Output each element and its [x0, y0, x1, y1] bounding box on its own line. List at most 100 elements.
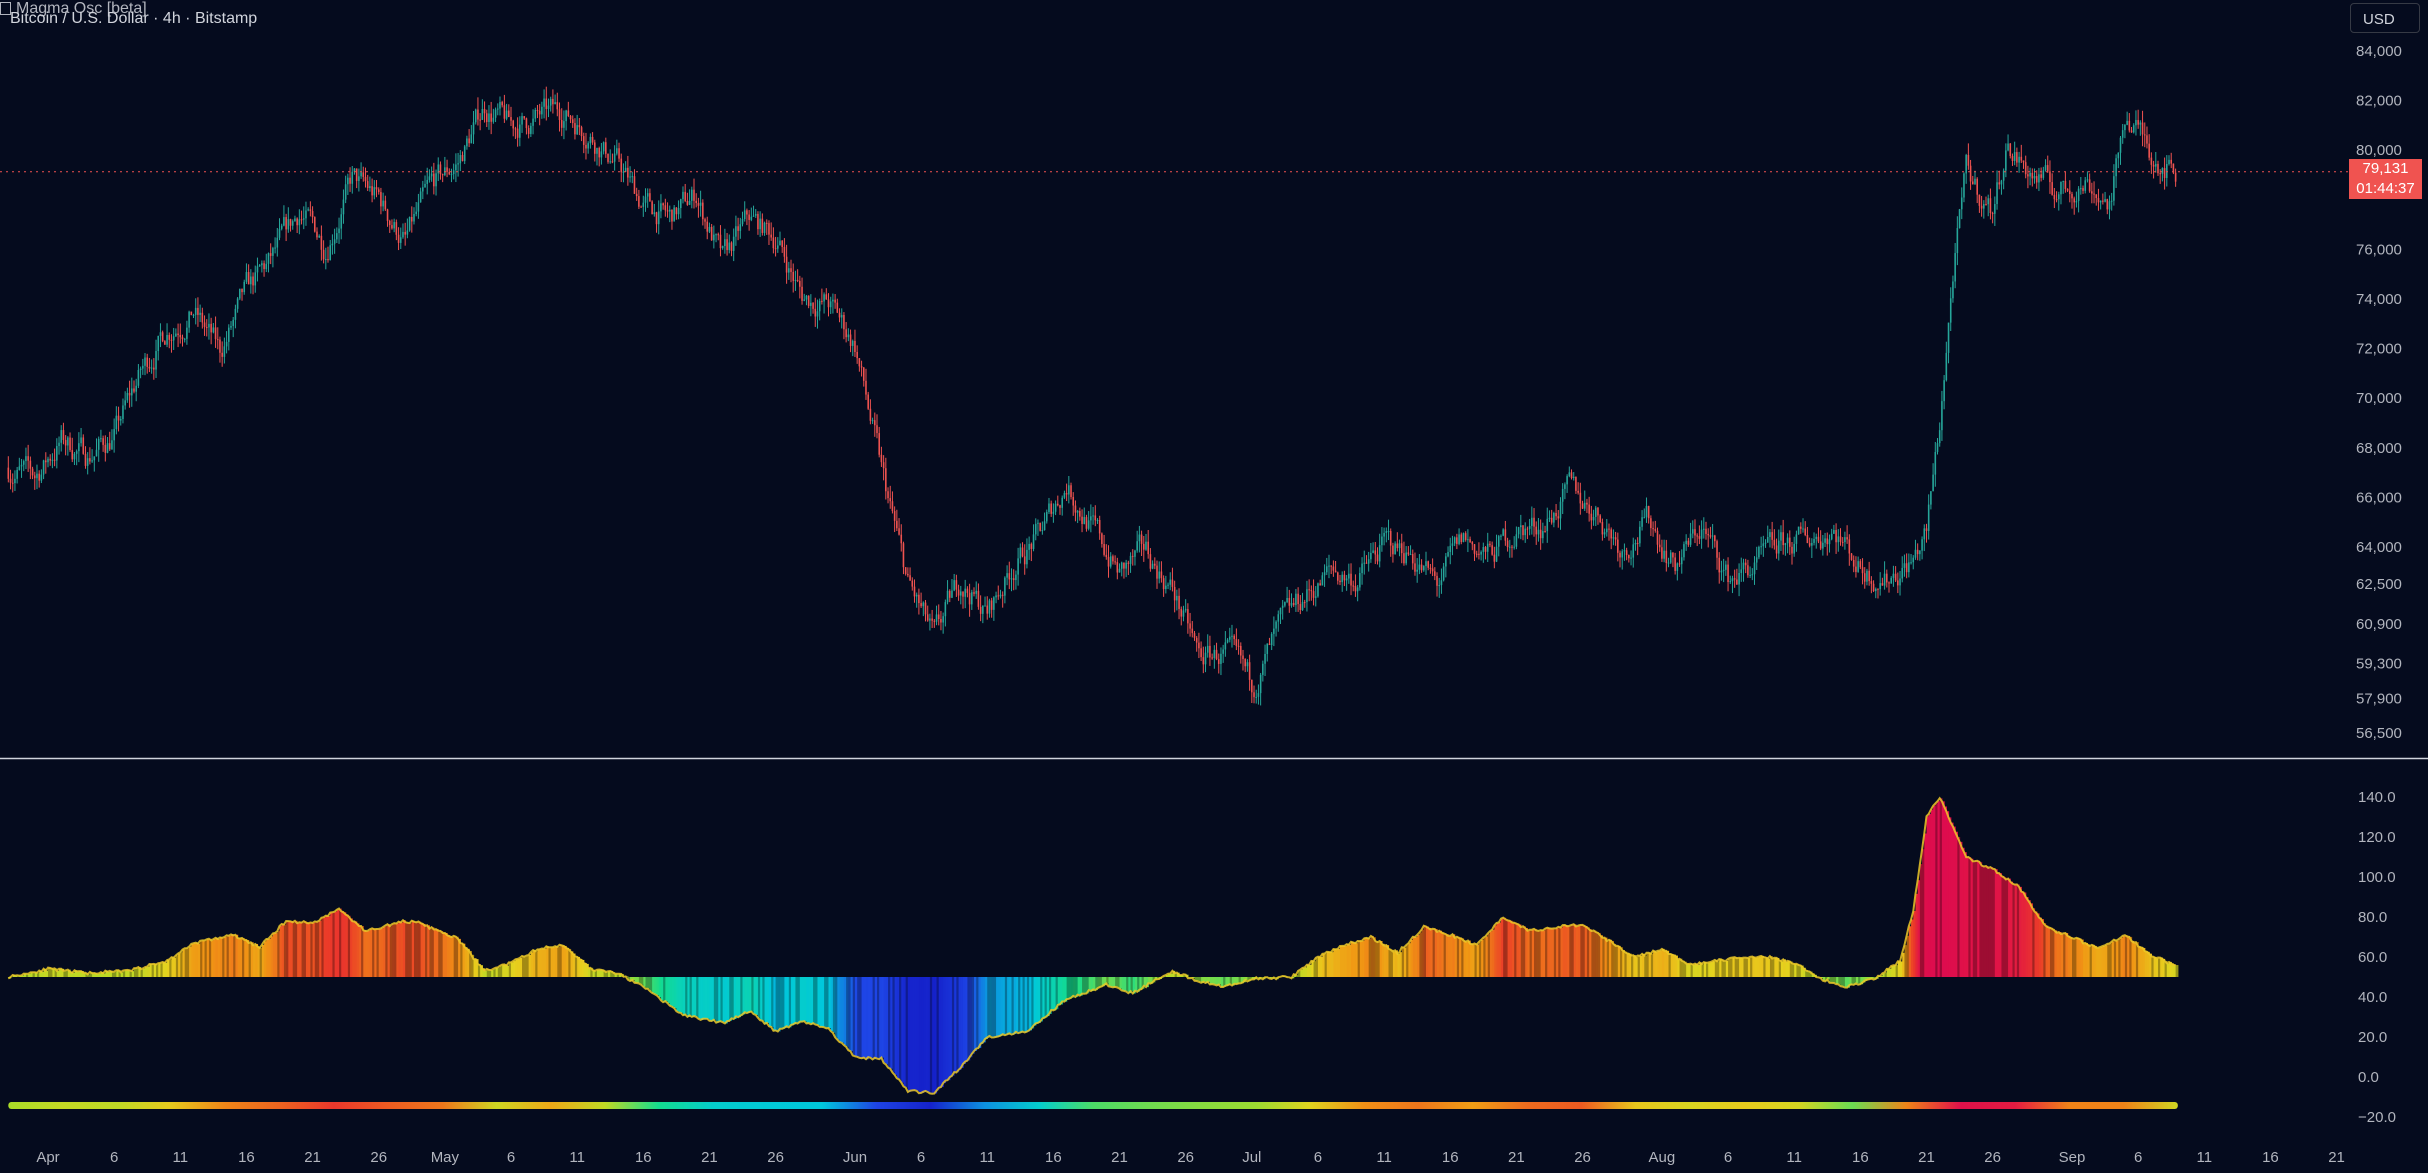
- osc-fill-bar: [136, 968, 139, 977]
- osc-fill-bar: [1234, 977, 1237, 984]
- osc-fill-bar: [416, 922, 420, 977]
- candle-body: [942, 616, 944, 623]
- osc-fill-bar: [837, 977, 841, 1040]
- candle-body: [1863, 573, 1866, 582]
- osc-fill-bar: [1547, 927, 1551, 977]
- candle-body: [417, 202, 420, 212]
- currency-button[interactable]: USD: [2350, 3, 2420, 33]
- candle-body: [644, 196, 647, 203]
- candle-body: [1989, 198, 1992, 214]
- candle-body: [1985, 204, 1987, 206]
- candle-body: [261, 263, 263, 266]
- candle-body: [1257, 693, 1260, 697]
- osc-fill-bar: [561, 945, 565, 977]
- osc-title[interactable]: Magma Osc [beta]: [0, 0, 2428, 18]
- candle-body: [1804, 528, 1807, 536]
- osc-fill-bar: [557, 946, 561, 977]
- candle-body: [78, 443, 80, 452]
- osc-fill-bar: [2100, 946, 2104, 977]
- candle-body: [2093, 193, 2095, 195]
- indicator-icon[interactable]: [0, 2, 11, 15]
- candle-body: [1793, 543, 1795, 554]
- osc-fill-bar: [1498, 922, 1502, 977]
- candle-body: [997, 595, 1000, 597]
- candle-body: [64, 439, 67, 446]
- time-tick-label: 21: [1111, 1149, 1128, 1166]
- candle-body: [1991, 213, 1994, 215]
- candle-body: [873, 420, 876, 426]
- candle-body: [1475, 553, 1478, 555]
- candle-body: [133, 388, 135, 392]
- osc-fill-bar: [250, 942, 254, 977]
- candle-body: [1486, 543, 1489, 552]
- osc-fill-bar: [1683, 961, 1687, 977]
- osc-fill-bar: [1794, 964, 1798, 977]
- osc-fill-bar: [627, 977, 631, 980]
- osc-fill-bar: [731, 977, 735, 1019]
- osc-fill-bar: [1064, 977, 1068, 1002]
- candle-body: [754, 214, 757, 216]
- osc-fill-bar: [1309, 964, 1312, 977]
- candle-body: [1824, 538, 1826, 543]
- candle-body: [60, 430, 63, 443]
- osc-fill-bar: [1974, 861, 1978, 977]
- candle-body: [1885, 573, 1888, 583]
- candle-body: [964, 588, 966, 597]
- candle-body: [1407, 552, 1410, 555]
- candle-body: [1372, 550, 1374, 553]
- candle-body: [1370, 552, 1372, 560]
- candle-body: [1034, 523, 1037, 535]
- osc-fill-bar: [43, 968, 47, 977]
- candle-body: [1012, 578, 1015, 581]
- osc-fill-bar: [1675, 955, 1678, 977]
- osc-fill-bar: [1430, 929, 1434, 977]
- candle-body: [2046, 165, 2049, 172]
- candle-body: [2049, 171, 2051, 183]
- osc-fill-bar: [1615, 945, 1619, 977]
- osc-fill-bar: [971, 977, 975, 1054]
- candle-body: [1429, 567, 1432, 569]
- osc-fill-bar: [874, 977, 878, 1058]
- candle-body: [1859, 561, 1862, 568]
- candle-body: [2174, 172, 2177, 182]
- candle-body: [466, 138, 468, 147]
- osc-fill-bar: [1203, 977, 1207, 982]
- osc-fill-bar: [850, 977, 854, 1052]
- osc-fill-bar: [1807, 971, 1811, 977]
- candle-body: [2057, 194, 2060, 200]
- time-tick-label: 16: [1852, 1149, 1869, 1166]
- candle-body: [735, 226, 737, 237]
- candle-body: [1601, 522, 1604, 535]
- osc-fill-bar: [817, 977, 821, 1025]
- candle-body: [801, 286, 803, 301]
- osc-fill-bar: [647, 977, 651, 989]
- osc-fill-bar: [654, 977, 658, 995]
- candle-body: [494, 109, 497, 118]
- candle-body: [1983, 204, 1985, 209]
- candle-body: [58, 442, 60, 447]
- candle-body: [843, 315, 845, 330]
- osc-fill-bar: [698, 977, 702, 1019]
- osc-fill-bar: [1677, 959, 1681, 977]
- candle-body: [968, 592, 971, 605]
- candle-body: [1797, 526, 1800, 535]
- osc-fill-bar: [859, 977, 863, 1058]
- candle-body: [263, 263, 265, 270]
- osc-fill-bar: [1780, 961, 1784, 977]
- osc-fill-bar: [566, 947, 569, 977]
- candle-body: [624, 167, 627, 172]
- candle-body: [1932, 474, 1934, 492]
- candle-body: [47, 458, 49, 463]
- candle-body: [82, 437, 85, 454]
- candle-body: [208, 323, 210, 328]
- candle-body: [1656, 530, 1659, 545]
- candle-body: [880, 454, 883, 463]
- candle-body: [2066, 188, 2069, 191]
- osc-fill-bar: [1646, 952, 1650, 977]
- osc-fill-bar: [1743, 957, 1747, 977]
- time-tick-label: 16: [1442, 1149, 1459, 1166]
- candle-body: [560, 120, 563, 128]
- osc-fill-bar: [550, 947, 554, 977]
- candle-body: [227, 327, 230, 342]
